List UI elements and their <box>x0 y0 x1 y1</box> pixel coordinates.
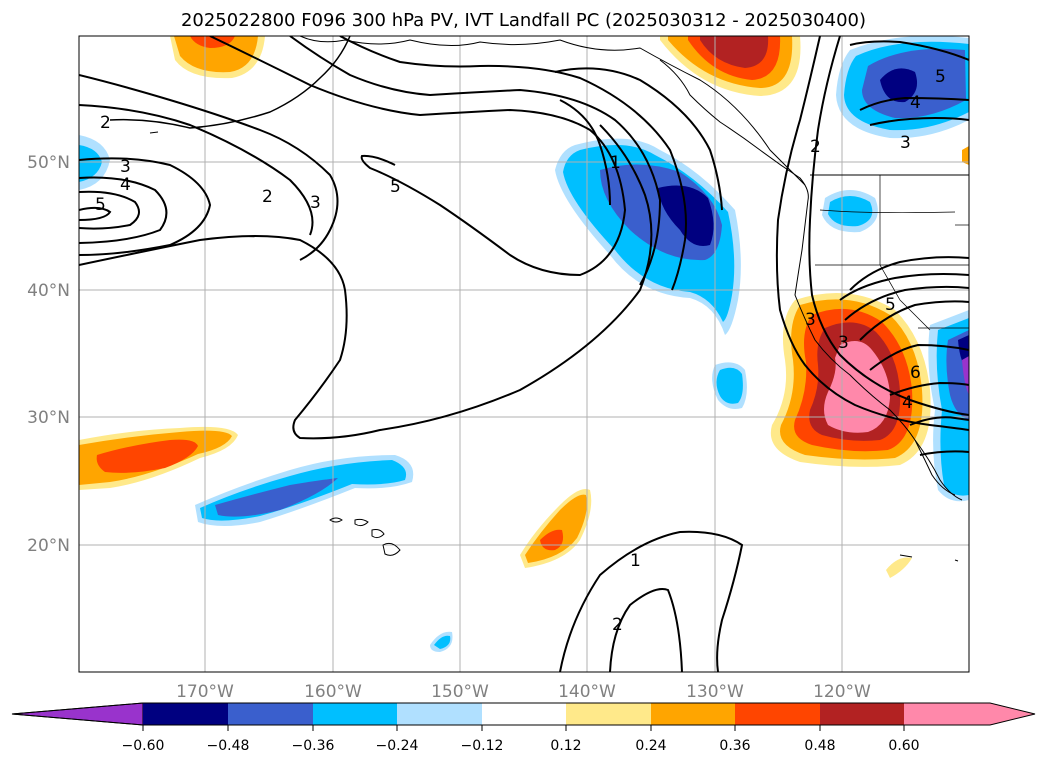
contour-label: 2 <box>262 187 273 207</box>
colorbar-segment <box>651 703 735 725</box>
colorbar-tick-label: −0.24 <box>376 738 419 754</box>
colorbar-tick-label: −0.36 <box>292 738 335 754</box>
coastlines <box>109 36 969 562</box>
contour-label: 4 <box>902 393 913 413</box>
contour-label: 5 <box>390 177 401 197</box>
contour-label: 4 <box>910 93 921 113</box>
colorbar-segment <box>143 703 228 725</box>
lat-label: 50°N <box>27 153 70 173</box>
contour-label: 3 <box>900 133 911 153</box>
contour-label: 2 <box>100 113 111 133</box>
colorbar-tick-label: 0.12 <box>550 738 581 754</box>
colorbar-segment <box>566 703 651 725</box>
contour-label: 5 <box>95 195 106 215</box>
contour-label: 1 <box>610 153 621 173</box>
contour-label: 5 <box>935 67 946 87</box>
contour-label: 5 <box>885 295 896 315</box>
colorbar-segment <box>313 703 397 725</box>
lon-label: 130°W <box>686 682 744 702</box>
colorbar-min-extend <box>11 702 144 726</box>
lon-label: 170°W <box>176 682 234 702</box>
lat-label: 30°N <box>27 408 70 428</box>
lon-label: 140°W <box>558 682 616 702</box>
contour-label: 4 <box>120 175 131 195</box>
lat-label: 40°N <box>27 281 70 301</box>
colorbar-tick-label: 0.36 <box>719 738 750 754</box>
colorbar-tick-label: −0.60 <box>122 738 165 754</box>
longitude-labels: 170°W 160°W 150°W 140°W 130°W 120°W <box>176 682 871 702</box>
colorbar-tick-label: −0.48 <box>207 738 250 754</box>
colorbar-max-extend <box>904 703 1035 725</box>
shading-layer <box>79 36 969 652</box>
contour-label: 2 <box>612 615 623 635</box>
colorbar-tick-label: 0.24 <box>635 738 666 754</box>
lon-label: 120°W <box>813 682 871 702</box>
pv-contours <box>79 36 969 672</box>
lat-label: 20°N <box>27 536 70 556</box>
colorbar-segment <box>397 703 482 725</box>
graticule <box>79 36 969 672</box>
colorbar-tick-label: 0.60 <box>888 738 919 754</box>
contour-label: 6 <box>910 363 921 383</box>
contour-label: 3 <box>310 193 321 213</box>
contour-label: 2 <box>810 137 821 157</box>
lon-label: 160°W <box>304 682 362 702</box>
contour-label: 3 <box>805 310 816 330</box>
lon-label: 150°W <box>431 682 489 702</box>
contour-labels: 2 3 4 5 2 3 5 1 2 3 5 6 4 3 3 1 2 5 4 <box>95 67 946 635</box>
colorbar-segment <box>228 703 313 725</box>
colorbar-tick-label: −0.12 <box>461 738 504 754</box>
latitude-labels: 20°N 30°N 40°N 50°N <box>27 153 70 556</box>
contour-label: 1 <box>630 551 641 571</box>
contour-label: 3 <box>838 333 849 353</box>
colorbar-tick-label: 0.48 <box>804 738 835 754</box>
map-title: 2025022800 F096 300 hPa PV, IVT Landfall… <box>180 10 867 31</box>
colorbar-segment <box>735 703 820 725</box>
contour-label: 3 <box>120 157 131 177</box>
map-frame <box>78 35 970 673</box>
colorbar: −0.60 −0.48 −0.36 −0.24 −0.12 0.12 0.24 … <box>11 702 1036 754</box>
colorbar-segment <box>482 703 566 725</box>
colorbar-segment <box>820 703 904 725</box>
